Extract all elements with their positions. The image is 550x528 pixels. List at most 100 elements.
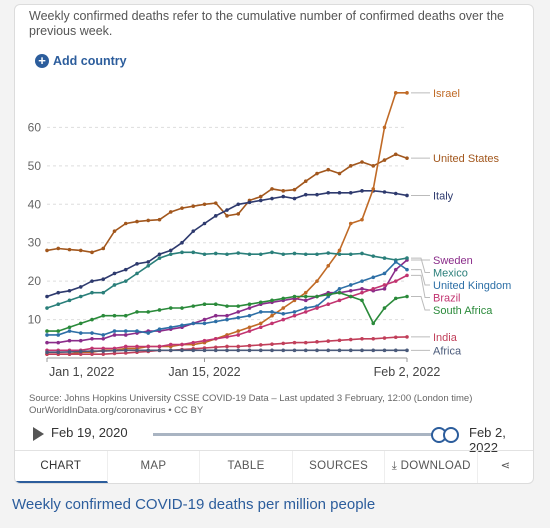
- data-point: [78, 285, 83, 289]
- data-point: [157, 327, 162, 331]
- data-point: [202, 321, 207, 326]
- data-point: [213, 313, 218, 318]
- timeline-end-handle[interactable]: [443, 427, 459, 443]
- data-point: [202, 317, 207, 322]
- chart-description: Weekly confirmed deaths refer to the cum…: [29, 9, 505, 38]
- data-point: [405, 91, 409, 95]
- play-icon[interactable]: [33, 427, 44, 441]
- data-point: [292, 313, 297, 318]
- data-point: [56, 329, 61, 333]
- data-point: [270, 196, 274, 201]
- x-tick-label: Jan 15, 2022: [168, 365, 240, 379]
- data-point: [123, 221, 128, 226]
- data-point: [56, 290, 61, 295]
- tab-chart[interactable]: CHART: [15, 451, 108, 483]
- data-point: [382, 190, 387, 194]
- data-point: [78, 352, 83, 356]
- data-point: [326, 292, 331, 297]
- data-point: [146, 331, 151, 335]
- tab-sources[interactable]: SOURCES: [293, 451, 386, 483]
- data-point: [281, 296, 286, 301]
- x-tick-label: Jan 1, 2022: [49, 365, 114, 379]
- data-point: [348, 288, 353, 293]
- data-point: [258, 321, 263, 326]
- tab-download[interactable]: ⤓ DOWNLOAD: [385, 451, 479, 483]
- y-tick-label: 10: [28, 313, 42, 327]
- data-point: [270, 310, 274, 314]
- data-point: [101, 246, 106, 251]
- data-point: [225, 214, 229, 218]
- data-point: [123, 348, 128, 353]
- data-point: [90, 250, 94, 255]
- data-point: [191, 250, 196, 255]
- data-point: [382, 287, 387, 291]
- data-point: [382, 125, 387, 130]
- data-point: [258, 194, 263, 199]
- data-point: [326, 263, 331, 268]
- data-point: [360, 348, 364, 353]
- data-point: [405, 156, 409, 160]
- data-point: [180, 306, 184, 310]
- data-point: [326, 251, 331, 255]
- data-point: [348, 294, 353, 299]
- source-url[interactable]: OurWorldInData.org/coronavirus • CC BY: [29, 405, 204, 416]
- tab-table[interactable]: TABLE: [200, 451, 293, 483]
- data-point: [112, 271, 117, 276]
- data-point: [326, 339, 331, 343]
- data-point: [348, 190, 353, 195]
- data-point: [123, 344, 128, 349]
- data-point: [303, 306, 308, 310]
- data-point: [337, 190, 342, 195]
- legend-label: Mexico: [433, 268, 468, 280]
- data-point: [168, 325, 173, 330]
- data-point: [315, 340, 319, 344]
- data-point: [168, 306, 173, 310]
- data-point: [78, 331, 83, 335]
- legend-label: United States: [433, 153, 500, 165]
- data-point: [101, 333, 106, 337]
- data-point: [191, 204, 196, 209]
- data-point: [45, 306, 49, 310]
- data-point: [202, 338, 207, 343]
- timeline-slider[interactable]: [153, 427, 459, 443]
- data-point: [303, 179, 308, 184]
- data-point: [405, 267, 409, 272]
- timeline-end-label: Feb 2, 2022: [469, 425, 506, 455]
- data-point: [225, 317, 229, 322]
- data-point: [101, 352, 106, 356]
- share-button[interactable]: ⋖: [478, 451, 533, 483]
- data-point: [270, 342, 274, 346]
- legend-label: United Kingdom: [433, 280, 511, 292]
- add-country-button[interactable]: + Add country: [35, 54, 127, 68]
- data-point: [191, 229, 196, 233]
- data-point: [315, 279, 319, 283]
- data-point: [326, 348, 331, 353]
- data-point: [292, 196, 297, 201]
- data-point: [146, 344, 151, 349]
- data-point: [78, 321, 83, 326]
- data-point: [202, 348, 207, 353]
- data-point: [405, 294, 409, 299]
- data-point: [360, 160, 364, 164]
- data-point: [180, 342, 184, 347]
- data-point: [281, 194, 286, 199]
- data-point: [123, 329, 128, 333]
- chart-card: Weekly confirmed deaths refer to the cum…: [14, 4, 534, 484]
- data-point: [393, 348, 398, 353]
- data-point: [270, 250, 274, 255]
- download-icon: ⤓: [391, 460, 401, 472]
- data-point: [371, 348, 376, 353]
- data-point: [56, 302, 61, 306]
- data-point: [90, 349, 94, 353]
- data-point: [123, 313, 128, 318]
- tab-map[interactable]: MAP: [108, 451, 201, 483]
- data-point: [360, 279, 364, 283]
- data-point: [225, 344, 229, 349]
- data-point: [281, 306, 286, 310]
- data-point: [135, 329, 139, 333]
- data-point: [236, 202, 241, 207]
- page-title[interactable]: Weekly confirmed COVID-19 deaths per mil…: [12, 496, 376, 513]
- legend-label: Italy: [433, 190, 454, 202]
- data-point: [236, 329, 241, 333]
- data-point: [225, 335, 229, 339]
